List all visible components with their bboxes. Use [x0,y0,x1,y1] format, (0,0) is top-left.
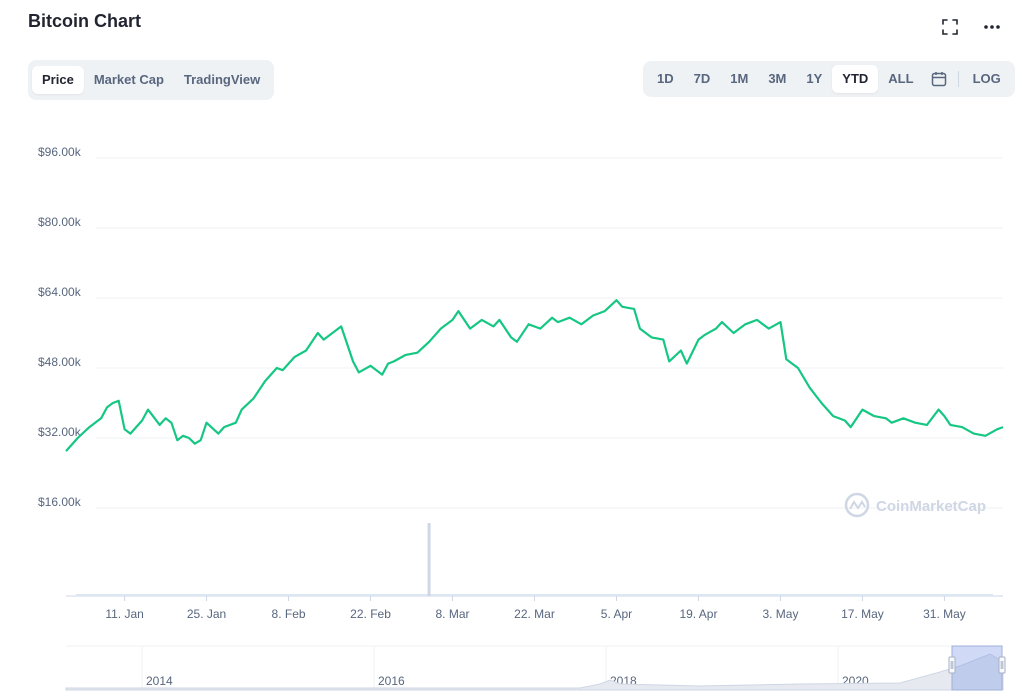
navigator-handle[interactable] [998,656,1006,674]
x-tick-label: 11. Jan [105,607,143,621]
page-title: Bitcoin Chart [28,11,142,31]
view-tabs: Price Market Cap TradingView [28,60,275,100]
x-tick-label: 19. Apr [679,607,717,621]
range-all[interactable]: ALL [888,71,914,86]
x-tick-label: 22. Feb [350,607,391,621]
y-tick-label: $32.00k [38,425,82,439]
more-icon[interactable] [981,16,1003,38]
tab-price[interactable]: Price [32,66,84,94]
log-toggle[interactable]: LOG [972,71,1001,86]
expand-icon[interactable] [939,16,961,38]
range-7d[interactable]: 7D [693,71,711,86]
calendar-icon[interactable] [924,65,954,93]
coinmarketcap-watermark: CoinMarketCap [844,492,986,518]
navigator-area [65,653,1004,691]
price-line [65,299,1004,452]
range-tabs: 1D 7D 1M 3M 1Y YTD ALL LOG [643,61,1015,97]
x-tick-label: 5. Apr [601,607,632,621]
divider [957,71,959,87]
range-3m[interactable]: 3M [768,71,787,86]
x-tick-label: 3. May [762,607,798,621]
tab-market-cap[interactable]: Market Cap [93,72,164,87]
volume-spike-bar [427,523,431,596]
y-tick-label: $96.00k [38,145,82,159]
range-1m[interactable]: 1M [730,71,749,86]
navigator-selection [951,645,1003,691]
coinmarketcap-logo-mark [849,500,866,510]
x-tick-label: 22. Mar [514,607,555,621]
y-tick-label: $16.00k [38,495,82,509]
watermark-text: CoinMarketCap [876,498,986,515]
navigator-year-label: 2016 [378,674,405,688]
volume-bars [76,594,993,596]
range-1y[interactable]: 1Y [806,71,823,86]
x-tick-label: 8. Mar [436,607,470,621]
x-tick-label: 25. Jan [187,607,226,621]
y-tick-label: $48.00k [38,355,82,369]
navigator-year-label: 2014 [146,674,173,688]
navigator-handle[interactable] [948,656,956,674]
range-navigator: 2014 2016 2018 2020 [65,645,1006,691]
x-tick-label: 8. Feb [272,607,306,621]
x-tick-label: 17. May [841,607,884,621]
range-1d[interactable]: 1D [657,71,674,86]
y-tick-label: $80.00k [38,215,82,229]
coinmarketcap-logo-icon [844,492,870,518]
tab-tradingview[interactable]: TradingView [183,72,261,87]
y-tick-label: $64.00k [38,285,82,299]
range-ytd[interactable]: YTD [832,65,879,93]
x-tick-label: 31. May [923,607,966,621]
